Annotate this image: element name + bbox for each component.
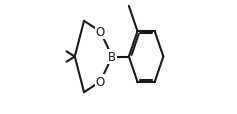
Text: O: O xyxy=(96,76,105,89)
Text: O: O xyxy=(96,25,105,38)
Text: B: B xyxy=(108,51,116,63)
